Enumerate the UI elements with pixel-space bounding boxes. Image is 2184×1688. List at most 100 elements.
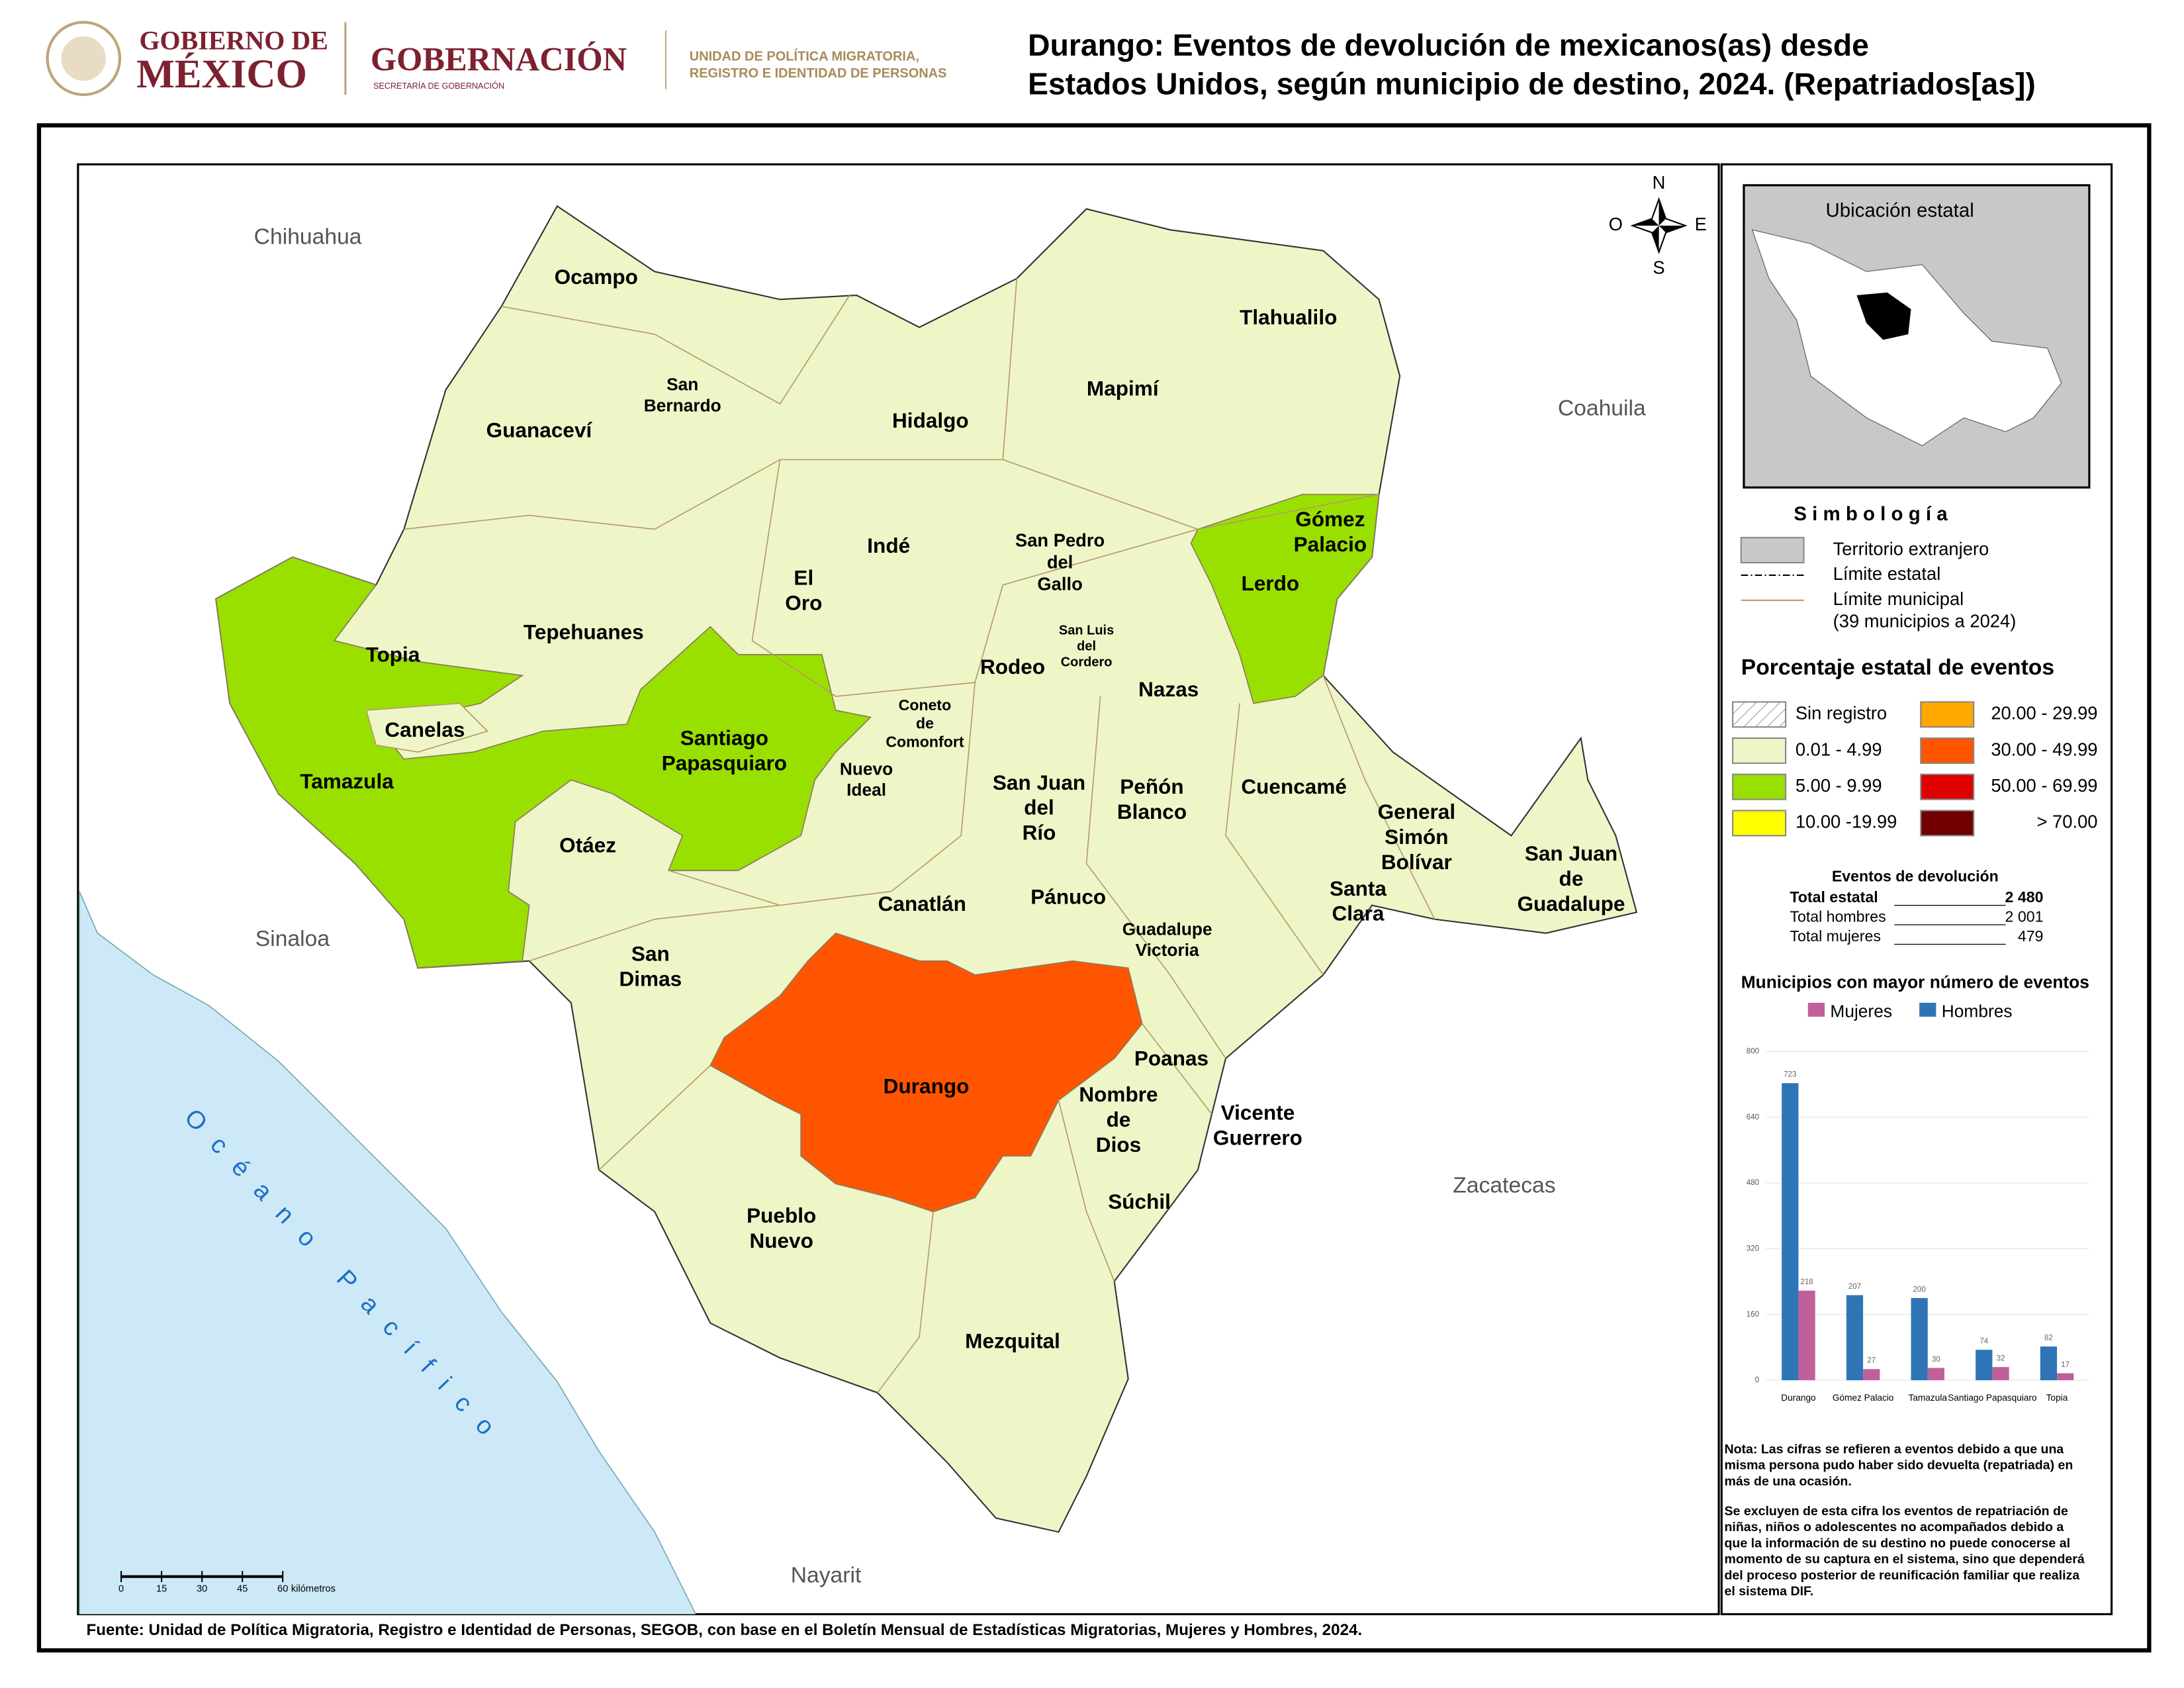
x-tick-label: Topia xyxy=(2046,1393,2068,1403)
note-line: Se excluyen de esta cifra los eventos de… xyxy=(1724,1504,2068,1519)
note-line: del proceso posterior de reunificación f… xyxy=(1724,1568,2079,1583)
boundary xyxy=(1085,696,1226,1059)
x-tick-label: Gómez Palacio xyxy=(1833,1393,1894,1403)
classes-title: Porcentaje estatal de eventos xyxy=(1741,655,2054,680)
municipality-label: Lerdo xyxy=(1242,571,1300,595)
boundary xyxy=(668,682,976,906)
municipality-label: Tamazula xyxy=(300,769,394,793)
municipality-label: Papasquiaro xyxy=(662,751,787,774)
note-line: niñas, niños o adolescentes no acompañad… xyxy=(1724,1520,2064,1534)
municipality-label: Blanco xyxy=(1117,800,1187,823)
class-label: > 70.00 xyxy=(2037,812,2098,832)
municipality-label: Nombre xyxy=(1079,1082,1158,1106)
legend-swatch xyxy=(1807,1002,1825,1017)
municipality-label: Pueblo xyxy=(747,1203,816,1227)
municipality-label: Ocampo xyxy=(555,265,638,289)
municipality-label: Dimas xyxy=(619,967,682,991)
municipality-label: Tlahualilo xyxy=(1240,305,1337,329)
x-tick-label: Santiago Papasquiaro xyxy=(1948,1393,2037,1403)
compass-fill xyxy=(1632,199,1686,252)
municipality-label: Mezquital xyxy=(965,1329,1060,1353)
municipality-label: San Luis xyxy=(1059,623,1114,637)
municipality-label: Bernardo xyxy=(644,395,721,415)
neighbor-label: Coahuila xyxy=(1558,396,1646,420)
municipality-label: San Pedro xyxy=(1015,530,1105,551)
inset: Ubicación estatal xyxy=(1743,184,2091,489)
class-swatch xyxy=(1920,737,1975,765)
bar xyxy=(2057,1373,2074,1381)
boundary xyxy=(751,459,1199,697)
municipality-label: del xyxy=(1024,796,1054,820)
municipality-label: Gómez xyxy=(1295,507,1365,531)
data-label: 723 xyxy=(1784,1071,1796,1079)
boundary xyxy=(877,1211,934,1393)
municipality-label: Bolívar xyxy=(1381,850,1452,874)
bar xyxy=(1927,1368,1945,1381)
data-label: 30 xyxy=(1932,1356,1940,1364)
compass-s: S xyxy=(1653,257,1664,277)
municipal-boundaries xyxy=(404,278,1435,1393)
scale-tick-label: 45 xyxy=(237,1584,248,1595)
stats-label: Total estatal xyxy=(1790,888,1878,906)
municipality-label: Nazas xyxy=(1138,677,1199,701)
stats-title: Eventos de devolución xyxy=(1832,868,1999,885)
boundary xyxy=(1142,1023,1212,1115)
note-line: que la información de su destino no pued… xyxy=(1724,1536,2070,1550)
inset-durango xyxy=(1856,292,1911,340)
y-tick-label: 800 xyxy=(1747,1048,1759,1056)
legend-item: (39 municipios a 2024) xyxy=(1833,611,2017,632)
scale-tick-label: 15 xyxy=(156,1584,167,1595)
municipality-label: Vicente xyxy=(1221,1101,1295,1125)
bar xyxy=(1976,1350,1993,1381)
legend-title: S i m b o l o g í a xyxy=(1794,503,1948,525)
class-label: 30.00 - 49.99 xyxy=(1991,739,2097,759)
neighbor-label: Chihuahua xyxy=(254,225,362,250)
bar xyxy=(1992,1367,2009,1381)
scale-tick-label: 0 xyxy=(118,1584,124,1595)
legend-item: Límite estatal xyxy=(1833,563,1941,584)
stats: Eventos de devolución xyxy=(1832,868,1999,885)
municipality-label: General xyxy=(1378,800,1456,823)
municipality-label: Dios xyxy=(1096,1133,1141,1156)
municipality-label: Guadalupe xyxy=(1122,919,1212,939)
boundary xyxy=(1058,1100,1115,1282)
class-label: 5.00 - 9.99 xyxy=(1796,775,1882,796)
compass: N S E O xyxy=(1609,172,1707,277)
municipality-label: San xyxy=(631,942,670,966)
municipality-label: de xyxy=(1559,867,1584,890)
municipality-label: San xyxy=(666,375,698,395)
data-label: 207 xyxy=(1848,1283,1861,1291)
municipality-label: Santiago xyxy=(680,726,768,750)
class-swatch xyxy=(1732,737,1787,765)
ocean xyxy=(79,891,697,1615)
municipality-label: Río xyxy=(1023,821,1056,845)
data-label: 218 xyxy=(1800,1278,1813,1286)
municipality-label: Guanaceví xyxy=(486,418,593,442)
municipality-label: de xyxy=(916,715,934,732)
note-line: misma persona pudo haber sido devuelta (… xyxy=(1724,1458,2073,1473)
municipality-label: Victoria xyxy=(1136,940,1199,960)
neighbor-label: Nayarit xyxy=(791,1564,862,1588)
municipality-label: Topia xyxy=(366,642,420,666)
class-swatch xyxy=(1732,773,1787,800)
bar xyxy=(1911,1297,1928,1381)
municipality-label: Súchil xyxy=(1108,1190,1171,1213)
municipality-label: Guerrero xyxy=(1213,1125,1302,1149)
boundary xyxy=(501,295,850,405)
data-label: 74 xyxy=(1979,1338,1988,1346)
logo-line1: GOBIERNO DE xyxy=(139,25,328,55)
y-tick-label: 480 xyxy=(1747,1179,1759,1187)
x-tick-label: Durango xyxy=(1781,1393,1816,1403)
municipality-label: Santa xyxy=(1330,876,1387,900)
emblem-core xyxy=(61,36,106,81)
municipality-label: Peñón xyxy=(1120,774,1183,798)
class-label: 20.00 - 29.99 xyxy=(1991,703,2097,724)
bar xyxy=(1782,1083,1799,1381)
emblem xyxy=(46,21,122,97)
boundary xyxy=(529,904,780,962)
neighbor-label: Zacatecas xyxy=(1453,1173,1555,1197)
data-label: 82 xyxy=(2044,1335,2053,1342)
municipality-label: Hidalgo xyxy=(892,408,969,432)
municipality-label: San Juan xyxy=(1525,841,1617,865)
bar xyxy=(2040,1346,2058,1381)
